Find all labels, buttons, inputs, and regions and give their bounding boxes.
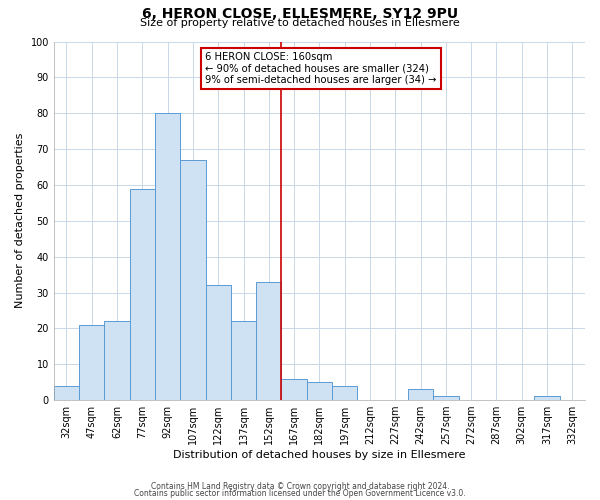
Bar (281, 378, 307, 400)
Text: 6, HERON CLOSE, ELLESMERE, SY12 9PU: 6, HERON CLOSE, ELLESMERE, SY12 9PU (142, 8, 458, 22)
Bar (433, 396, 458, 400)
Bar (180, 160, 206, 400)
Bar (130, 188, 155, 400)
Text: Contains HM Land Registry data © Crown copyright and database right 2024.: Contains HM Land Registry data © Crown c… (151, 482, 449, 491)
Bar (79, 325, 104, 400)
Bar (155, 113, 180, 400)
Bar (307, 382, 332, 400)
Text: Contains public sector information licensed under the Open Government Licence v3: Contains public sector information licen… (134, 488, 466, 498)
Bar (54, 386, 79, 400)
Bar (231, 321, 256, 400)
X-axis label: Distribution of detached houses by size in Ellesmere: Distribution of detached houses by size … (173, 450, 466, 460)
Bar (408, 390, 433, 400)
Text: 6 HERON CLOSE: 160sqm
← 90% of detached houses are smaller (324)
9% of semi-deta: 6 HERON CLOSE: 160sqm ← 90% of detached … (205, 52, 437, 86)
Y-axis label: Number of detached properties: Number of detached properties (15, 133, 25, 308)
Bar (332, 386, 358, 400)
Bar (535, 396, 560, 400)
Bar (256, 282, 281, 400)
Bar (206, 286, 231, 400)
Text: Size of property relative to detached houses in Ellesmere: Size of property relative to detached ho… (140, 18, 460, 28)
Bar (104, 321, 130, 400)
